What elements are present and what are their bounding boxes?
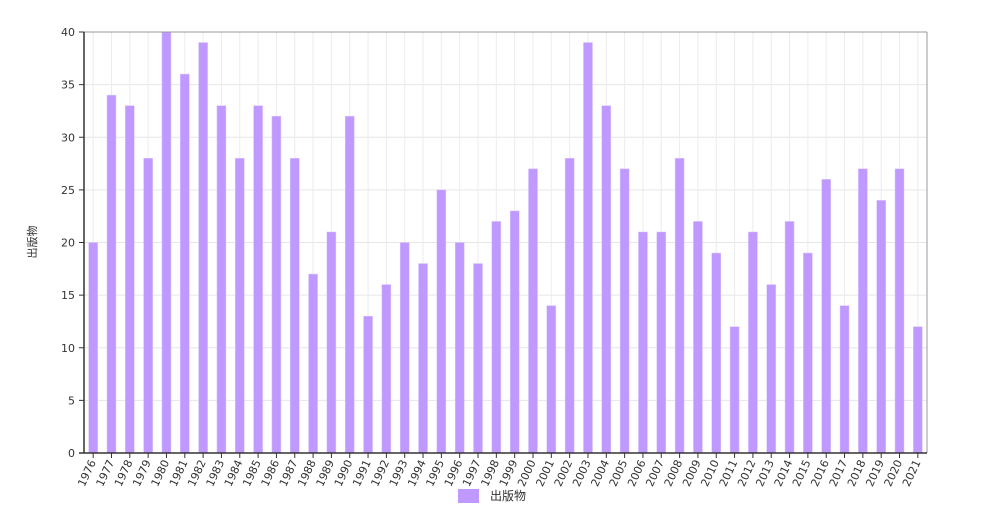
bar-1978 — [125, 105, 135, 454]
bar-1981 — [180, 73, 190, 454]
bar-2005 — [619, 168, 630, 454]
y-tick-label: 40 — [61, 26, 75, 39]
bar-1982 — [198, 42, 208, 454]
bar-1994 — [418, 263, 428, 454]
y-tick-label: 5 — [68, 394, 75, 407]
bar-1998 — [491, 221, 502, 454]
bar-2003 — [583, 42, 593, 454]
bar-1977 — [106, 94, 117, 454]
bar-2013 — [766, 284, 776, 454]
bar-1995 — [436, 189, 447, 454]
y-tick-label: 15 — [61, 289, 75, 302]
grid — [84, 31, 927, 454]
bar-2009 — [693, 221, 703, 454]
bar-1987 — [290, 158, 300, 454]
y-tick-label: 0 — [68, 447, 75, 460]
bar-1988 — [308, 273, 318, 454]
legend-label: 出版物 — [490, 489, 526, 503]
bar-2004 — [601, 105, 612, 454]
bar-1990 — [344, 115, 355, 454]
y-tick-label: 30 — [61, 131, 75, 144]
bar-2008 — [674, 158, 685, 454]
bar-2019 — [876, 200, 886, 454]
bar-2014 — [784, 221, 795, 454]
bar-1980 — [161, 31, 172, 454]
bar-1993 — [399, 242, 410, 454]
y-tick-label: 20 — [61, 237, 75, 250]
y-tick-label: 25 — [61, 184, 75, 197]
bar-1999 — [509, 210, 520, 454]
bar-2015 — [803, 252, 813, 454]
bar-1979 — [143, 158, 153, 454]
bar-1976 — [88, 242, 98, 454]
bar-2001 — [546, 305, 557, 454]
bar-1989 — [326, 231, 337, 454]
bar-1991 — [363, 315, 373, 454]
bar-2006 — [638, 231, 648, 454]
bar-1984 — [235, 158, 245, 454]
bar-2021 — [913, 326, 923, 454]
y-tick-label: 35 — [61, 79, 75, 92]
bar-2012 — [748, 231, 758, 454]
bar-2018 — [858, 168, 868, 454]
bar-2002 — [564, 158, 575, 454]
bar-1997 — [473, 263, 483, 454]
bar-1992 — [381, 284, 392, 454]
legend-swatch — [458, 489, 479, 503]
y-tick-label: 10 — [61, 342, 75, 355]
bar-2000 — [528, 168, 538, 454]
bar-2007 — [656, 231, 667, 454]
y-axis-label: 出版物 — [25, 226, 39, 259]
bar-1985 — [253, 105, 263, 454]
bar-2017 — [839, 305, 850, 454]
bars — [88, 31, 923, 454]
bar-1996 — [454, 242, 465, 454]
bar-1986 — [271, 115, 282, 454]
bar-2011 — [729, 326, 740, 454]
bar-2010 — [711, 252, 721, 454]
bar-2020 — [894, 168, 905, 454]
legend[interactable]: 出版物 — [458, 489, 526, 503]
x-tick-label: 2021 — [900, 458, 924, 489]
bar-1983 — [216, 105, 227, 454]
bar-2016 — [821, 179, 831, 454]
